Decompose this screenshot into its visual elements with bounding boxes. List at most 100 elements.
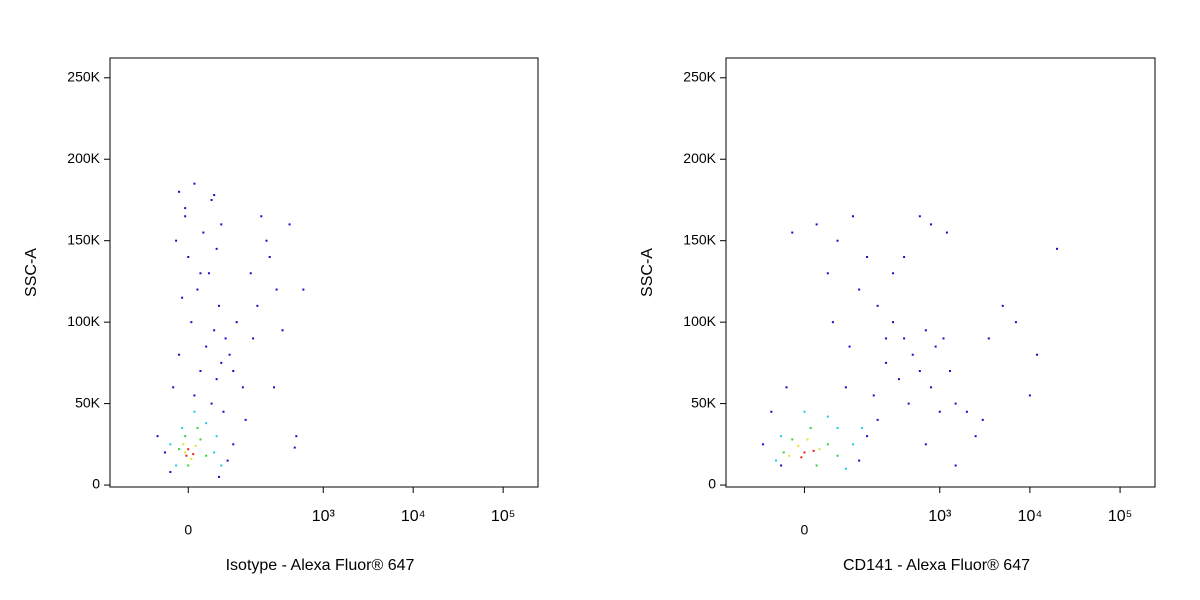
event-dot xyxy=(220,223,223,226)
event-dot xyxy=(791,231,794,234)
event-dot xyxy=(220,464,223,467)
event-dot xyxy=(169,471,172,474)
event-dot xyxy=(190,457,193,460)
event-dot xyxy=(876,418,879,421)
event-dot xyxy=(949,370,952,373)
event-dot xyxy=(252,337,255,340)
event-dot xyxy=(222,410,225,413)
y-tick-label: 50K xyxy=(75,394,101,410)
event-dot xyxy=(797,444,800,447)
event-dot xyxy=(965,410,968,413)
event-dot xyxy=(848,345,851,348)
event-dot xyxy=(815,223,818,226)
x-tick-label: 10⁵ xyxy=(1108,508,1132,525)
event-dot xyxy=(232,370,235,373)
event-dot xyxy=(858,288,861,291)
event-dot xyxy=(1036,353,1039,356)
event-dot xyxy=(185,454,188,457)
event-dot xyxy=(903,255,906,258)
event-dot xyxy=(260,215,263,218)
event-dot xyxy=(210,402,213,405)
event-dot xyxy=(172,386,175,389)
event-dot xyxy=(295,435,298,438)
event-dot xyxy=(818,448,821,451)
event-dot xyxy=(918,215,921,218)
event-dot xyxy=(866,435,869,438)
event-dot xyxy=(215,435,218,438)
event-dot xyxy=(851,215,854,218)
event-dot xyxy=(187,255,190,258)
x-tick-label: 0 xyxy=(801,522,809,538)
event-dot xyxy=(178,190,181,193)
event-dot xyxy=(220,361,223,364)
event-dot xyxy=(780,435,783,438)
event-dot xyxy=(187,464,190,467)
event-dot xyxy=(275,288,278,291)
event-dot xyxy=(215,247,218,250)
event-dot xyxy=(903,337,906,340)
event-dot xyxy=(806,438,809,441)
event-dot xyxy=(907,402,910,405)
y-axis-title: SSC-A xyxy=(639,248,656,297)
event-dot xyxy=(831,321,834,324)
event-dot xyxy=(780,464,783,467)
event-dot xyxy=(844,467,847,470)
event-dot xyxy=(782,451,785,454)
event-dot xyxy=(930,386,933,389)
event-dot xyxy=(249,272,252,275)
event-dot xyxy=(911,353,914,356)
event-dot xyxy=(788,454,791,457)
event-dot xyxy=(205,345,208,348)
event-dot xyxy=(226,459,229,462)
event-dot xyxy=(156,435,159,438)
event-dot xyxy=(205,454,208,457)
event-dot xyxy=(866,255,869,258)
event-dot xyxy=(836,239,839,242)
event-dot xyxy=(215,378,218,381)
x-tick-label: 10³ xyxy=(312,508,336,525)
event-dot xyxy=(192,453,195,456)
event-dot xyxy=(762,443,765,446)
event-dot xyxy=(934,345,937,348)
event-dot xyxy=(210,198,213,201)
event-dot xyxy=(193,394,196,397)
event-dot xyxy=(293,446,296,449)
event-dot xyxy=(987,337,990,340)
event-dot xyxy=(791,438,794,441)
x-tick-label: 10⁴ xyxy=(1018,508,1043,525)
event-dot xyxy=(815,464,818,467)
event-dot xyxy=(770,410,773,413)
event-dot xyxy=(217,475,220,478)
y-tick-label: 200K xyxy=(683,150,716,166)
event-dot xyxy=(178,353,181,356)
event-dot xyxy=(187,448,190,451)
event-dot xyxy=(199,438,202,441)
event-dot xyxy=(938,410,941,413)
event-dot xyxy=(265,239,268,242)
event-dot xyxy=(288,223,291,226)
event-dot xyxy=(918,370,921,373)
event-dot xyxy=(892,321,895,324)
event-dot xyxy=(196,288,199,291)
event-dot xyxy=(213,194,216,197)
event-dot xyxy=(945,231,948,234)
event-dot xyxy=(175,239,178,242)
event-dot xyxy=(924,443,927,446)
event-dot xyxy=(809,427,812,430)
event-dot xyxy=(954,464,957,467)
event-dot xyxy=(182,443,185,446)
event-dot xyxy=(851,443,854,446)
event-dot xyxy=(175,464,178,467)
y-tick-label: 100K xyxy=(67,313,100,329)
event-dot xyxy=(1001,304,1004,307)
event-dot xyxy=(836,454,839,457)
event-dot xyxy=(193,410,196,413)
y-axis-title: SSC-A xyxy=(23,248,40,297)
event-dot xyxy=(872,394,875,397)
event-dot xyxy=(844,386,847,389)
y-tick-label: 0 xyxy=(708,476,716,492)
event-dot xyxy=(800,456,803,459)
y-tick-label: 250K xyxy=(683,68,716,84)
event-dot xyxy=(199,370,202,373)
event-dot xyxy=(930,223,933,226)
